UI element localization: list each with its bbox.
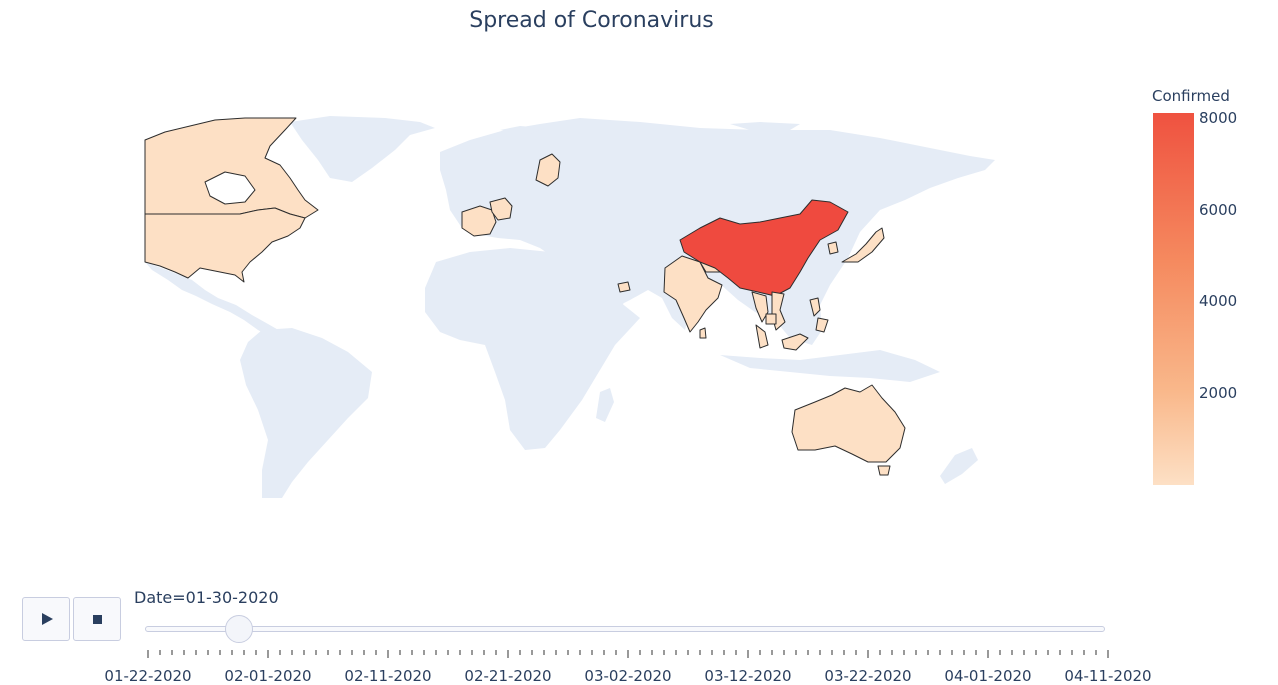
slider-date-label[interactable]: 04-11-2020	[1064, 667, 1152, 685]
country-malaysia	[755, 324, 809, 351]
land-south-america	[240, 328, 372, 498]
country-south-korea	[827, 241, 839, 255]
colorbar-scale	[1153, 113, 1194, 485]
slider-date-label[interactable]: 02-01-2020	[224, 667, 312, 685]
stop-button[interactable]	[73, 597, 121, 641]
slider-current-label: Date=01-30-2020	[134, 588, 279, 607]
country-france	[461, 205, 497, 237]
slider-date-label[interactable]: 03-22-2020	[824, 667, 912, 685]
land-madagascar	[596, 388, 614, 422]
slider-date-label[interactable]: 01-22-2020	[104, 667, 192, 685]
country-philippines	[809, 297, 829, 333]
country-sri-lanka	[699, 327, 707, 339]
slider-date-label[interactable]: 03-12-2020	[704, 667, 792, 685]
chart-title: Spread of Coronavirus	[469, 8, 714, 33]
country-australia-tasmania	[877, 465, 891, 476]
slider-date-label[interactable]: 03-02-2020	[584, 667, 672, 685]
slider-track[interactable]	[145, 626, 1105, 632]
land-svalbard	[500, 126, 545, 134]
country-germany	[489, 197, 513, 221]
land-new-zealand	[940, 448, 978, 484]
colorbar-title: Confirmed	[1152, 87, 1230, 105]
land-arctic-islands	[730, 122, 800, 130]
country-cambodia	[765, 313, 777, 325]
land-arabia	[570, 262, 628, 318]
country-united-states	[144, 207, 306, 283]
colorbar-tick: 8000	[1199, 109, 1238, 127]
colorbar-tick: 4000	[1199, 292, 1238, 310]
slider-date-label[interactable]: 02-21-2020	[464, 667, 552, 685]
country-uae	[617, 281, 631, 293]
country-china	[679, 199, 849, 297]
slider-date-label[interactable]: 04-01-2020	[944, 667, 1032, 685]
land-mexico	[145, 262, 295, 344]
colorbar-tick: 2000	[1199, 384, 1238, 402]
land-indonesia	[720, 350, 940, 382]
country-australia	[791, 384, 906, 463]
country-thailand	[751, 291, 769, 323]
slider-date-label[interactable]: 02-11-2020	[344, 667, 432, 685]
play-icon	[41, 613, 53, 625]
country-finland	[535, 153, 561, 187]
stop-icon	[92, 614, 102, 624]
play-button[interactable]	[22, 597, 70, 641]
hudson-bay	[204, 171, 256, 205]
land-greenland	[290, 116, 435, 182]
colorbar-tick: 6000	[1199, 201, 1238, 219]
slider-handle[interactable]	[225, 615, 253, 643]
country-japan	[841, 227, 885, 263]
